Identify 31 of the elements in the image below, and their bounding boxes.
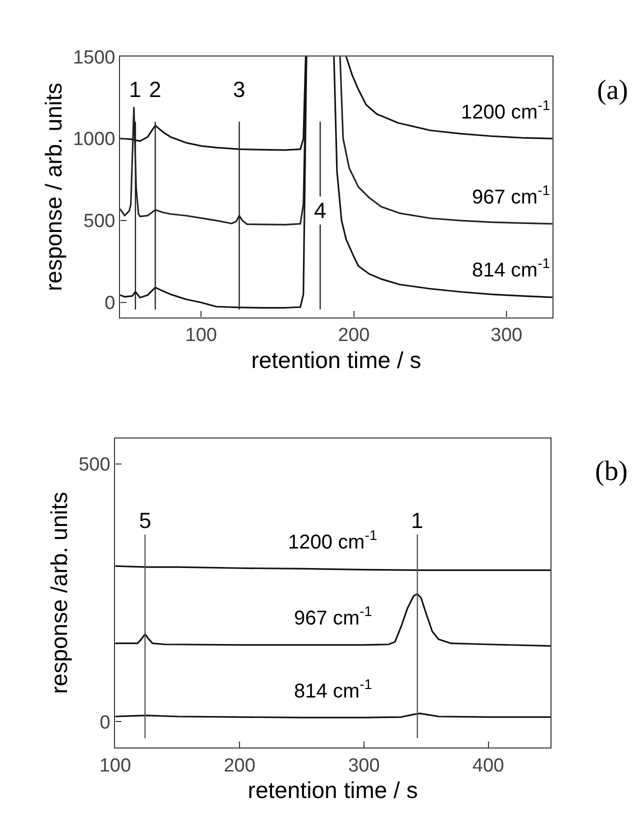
x-tick-label: 100 [99, 755, 132, 776]
y-tick-label: 500 [78, 454, 110, 476]
x-axis-title: retention time / s [251, 346, 422, 373]
x-tick-label: 200 [224, 755, 256, 776]
y-tick-label: 0 [104, 293, 116, 314]
series-label: 1200 cm$^{-1}$ [288, 527, 378, 554]
y-tick-label: 0 [100, 712, 110, 734]
x-axis-title: retention time / s [248, 776, 418, 803]
annotation: 5 [139, 508, 152, 533]
y-axis-title: response /arb. units [46, 492, 72, 694]
annotation: 2 [149, 77, 162, 102]
annotation: 3 [233, 77, 246, 102]
annotation: 1 [411, 508, 424, 533]
series-label: 814 cm$^{-1}$ [294, 676, 372, 702]
series-label: 967 cm$^{-1}$ [472, 182, 550, 208]
x-tick-label: 100 [185, 325, 217, 346]
series-label: 814 cm$^{-1}$ [472, 255, 550, 282]
annotation: 4 [314, 198, 326, 223]
x-tick-label: 300 [490, 325, 522, 346]
text: (b) [595, 456, 628, 487]
y-tick-label: 1500 [72, 47, 116, 68]
y-axis-title: response / arb. units [40, 82, 66, 292]
annotation: 1 [129, 77, 142, 102]
x-tick-label: 200 [338, 325, 370, 346]
series-label: 967 cm$^{-1}$ [294, 603, 372, 630]
x-tick-label: 400 [472, 755, 504, 776]
x-tick-label: 300 [348, 755, 380, 776]
y-tick-label: 500 [84, 211, 116, 232]
text: (a) [597, 75, 628, 106]
y-tick-label: 1000 [72, 129, 116, 150]
series-label: 1200 cm$^{-1}$ [461, 97, 550, 124]
